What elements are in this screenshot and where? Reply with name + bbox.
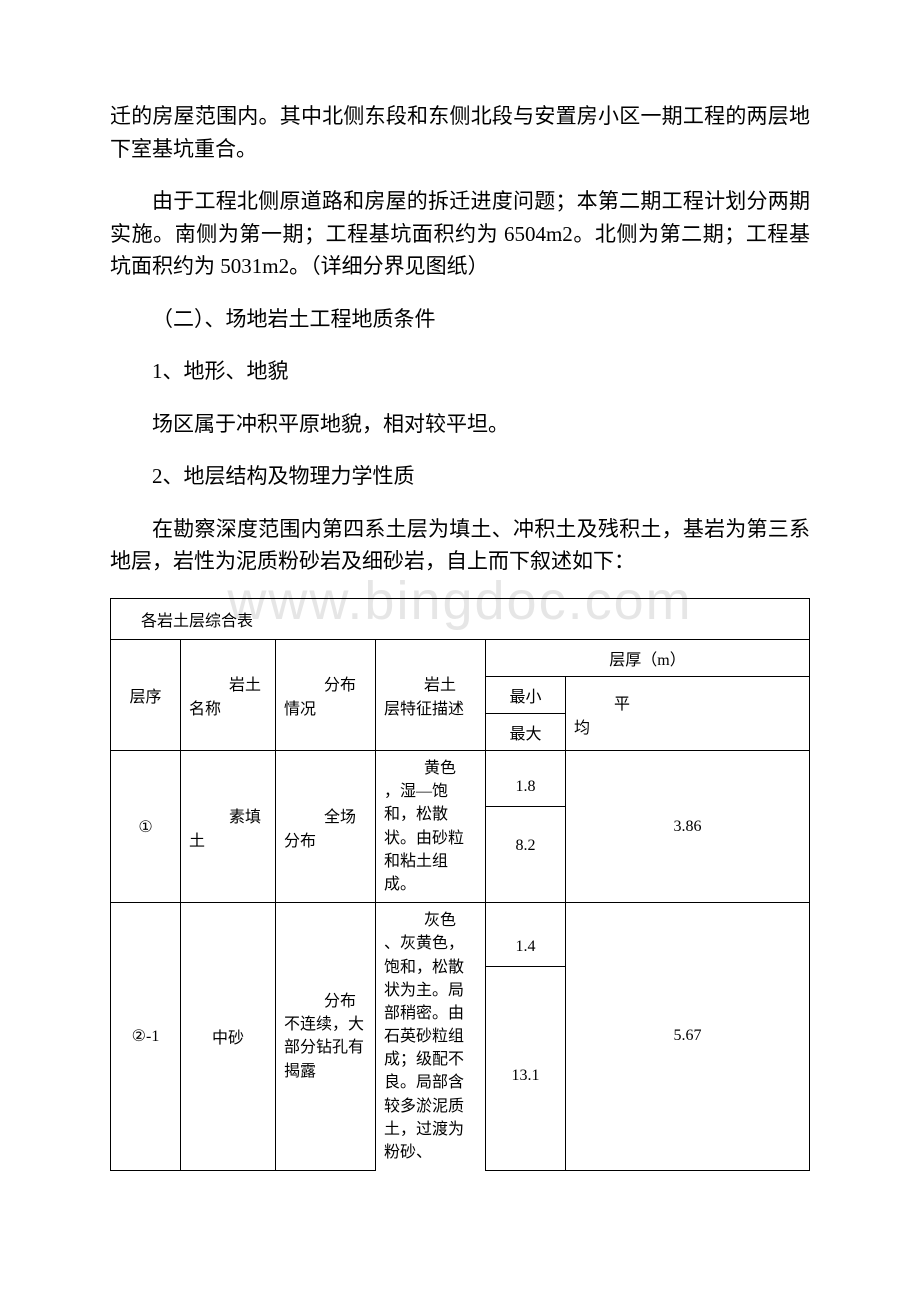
cell-dist-1-a: 全场 — [284, 803, 367, 827]
header-thickness: 层厚（m） — [486, 640, 810, 677]
table-title: 各岩土层综合表 — [111, 599, 810, 640]
cell-minmax-2: 1.4 13.1 — [486, 903, 566, 1171]
cell-dist-2: 分布 不连续，大部分钻孔有揭露 — [276, 903, 376, 1171]
cell-desc-2: 灰色 、灰黄色，饱和，松散状为主。局部稍密。由石英砂粒组成；级配不良。局部含较多… — [376, 903, 486, 1171]
table-row: ②-1 中砂 分布 不连续，大部分钻孔有揭露 灰色 、灰黄色，饱和，松散状为主。… — [111, 903, 810, 1171]
header-name: 岩土 名称 — [181, 640, 276, 751]
cell-desc-2-a: 灰色 — [424, 912, 456, 929]
cell-desc-2-b: 、灰黄色，饱和，松散状为主。局部稍密。由石英砂粒组成；级配不良。局部含较多淤泥质… — [384, 935, 464, 1161]
cell-layer-1: ① — [111, 751, 181, 903]
subsection-1: 1、地形、地貌 — [110, 355, 810, 388]
cell-minmax-1: 1.8 8.2 — [486, 751, 566, 903]
header-avg-label: 平 — [574, 690, 801, 714]
header-avg: 平 均 — [566, 677, 810, 751]
cell-min-2: 1.4 — [486, 928, 565, 967]
cell-name-1-a: 素填 — [189, 803, 267, 827]
cell-max-1: 8.2 — [486, 807, 565, 885]
header-dist-sub: 情况 — [284, 695, 367, 719]
header-distribution: 分布 情况 — [276, 640, 376, 751]
header-name-label: 岩土 — [189, 671, 267, 695]
cell-dist-2-a: 分布 — [324, 993, 356, 1010]
cell-layer-2: ②-1 — [111, 903, 181, 1171]
header-desc-label: 岩土 — [384, 671, 477, 695]
cell-avg-2: 5.67 — [566, 903, 810, 1171]
subsection-2: 2、地层结构及物理力学性质 — [110, 460, 810, 493]
soil-layer-table: 各岩土层综合表 层序 岩土 名称 分布 情况 岩土 层特征描述 层厚（m） 最小… — [110, 598, 810, 1171]
header-layer: 层序 — [111, 640, 181, 751]
cell-avg-1: 3.86 — [566, 751, 810, 903]
paragraph-2: 由于工程北侧原道路和房屋的拆迁进度问题；本第二期工程计划分两期实施。南侧为第一期… — [110, 185, 810, 283]
cell-desc-1-a: 黄色 — [424, 760, 456, 777]
table-row: ① 素填 土 全场 分布 黄色 ，湿—饱和，松散状。由砂粒和粘土组成。 1.8 … — [111, 751, 810, 903]
cell-min-1: 1.8 — [486, 768, 565, 807]
cell-max-2: 13.1 — [486, 967, 565, 1145]
paragraph-5: 场区属于冲积平原地貌，相对较平坦。 — [110, 408, 810, 441]
paragraph-7: 在勘察深度范围内第四系土层为填土、冲积土及残积土，基岩为第三系地层，岩性为泥质粉… — [110, 513, 810, 578]
paragraph-1: 迁的房屋范围内。其中北侧东段和东侧北段与安置房小区一期工程的两层地下室基坑重合。 — [110, 100, 810, 165]
cell-name-2: 中砂 — [181, 903, 276, 1171]
document-content: 迁的房屋范围内。其中北侧东段和东侧北段与安置房小区一期工程的两层地下室基坑重合。… — [110, 100, 810, 1171]
table-title-row: 各岩土层综合表 — [111, 599, 810, 640]
header-desc-sub: 层特征描述 — [384, 695, 477, 719]
header-name-sub: 名称 — [189, 695, 267, 719]
cell-dist-1: 全场 分布 — [276, 751, 376, 903]
section-heading-2: （二）、场地岩土工程地质条件 — [110, 303, 810, 336]
cell-dist-2-b: 不连续，大部分钻孔有揭露 — [284, 1016, 364, 1079]
header-max: 最大 — [486, 714, 565, 750]
header-description: 岩土 层特征描述 — [376, 640, 486, 751]
table-header-row-1: 层序 岩土 名称 分布 情况 岩土 层特征描述 层厚（m） — [111, 640, 810, 677]
cell-name-1-b: 土 — [189, 827, 267, 851]
header-min: 最小 — [486, 677, 565, 714]
cell-name-1: 素填 土 — [181, 751, 276, 903]
header-minmax: 最小 最大 — [486, 677, 566, 751]
header-dist-label: 分布 — [284, 671, 367, 695]
cell-dist-1-b: 分布 — [284, 827, 367, 851]
cell-desc-1: 黄色 ，湿—饱和，松散状。由砂粒和粘土组成。 — [376, 751, 486, 903]
cell-desc-1-b: ，湿—饱和，松散状。由砂粒和粘土组成。 — [384, 783, 464, 893]
header-avg-sub: 均 — [574, 714, 801, 738]
